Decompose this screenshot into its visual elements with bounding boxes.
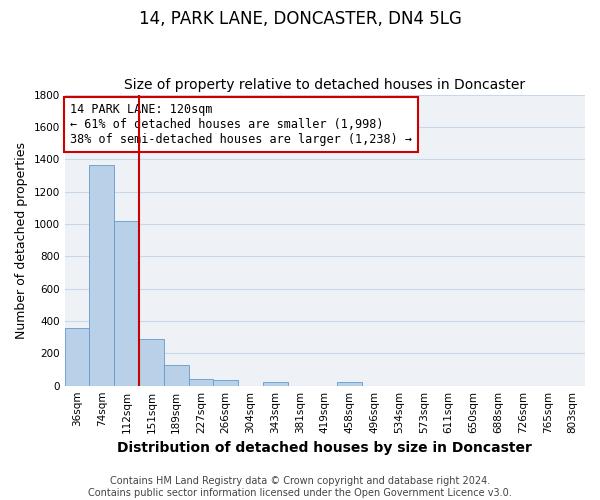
Bar [139,339,164,386]
Text: 14 PARK LANE: 120sqm
← 61% of detached houses are smaller (1,998)
38% of semi-de: 14 PARK LANE: 120sqm ← 61% of detached h… [70,104,412,146]
Bar [263,382,287,386]
Text: 14, PARK LANE, DONCASTER, DN4 5LG: 14, PARK LANE, DONCASTER, DN4 5LG [139,10,461,28]
Text: Contains HM Land Registry data © Crown copyright and database right 2024.
Contai: Contains HM Land Registry data © Crown c… [88,476,512,498]
Bar [114,220,139,386]
Bar [214,380,238,386]
X-axis label: Distribution of detached houses by size in Doncaster: Distribution of detached houses by size … [118,441,532,455]
Bar [89,165,114,386]
Title: Size of property relative to detached houses in Doncaster: Size of property relative to detached ho… [124,78,526,92]
Bar [164,364,188,386]
Bar [188,379,214,386]
Bar [65,328,89,386]
Y-axis label: Number of detached properties: Number of detached properties [15,142,28,338]
Bar [337,382,362,386]
